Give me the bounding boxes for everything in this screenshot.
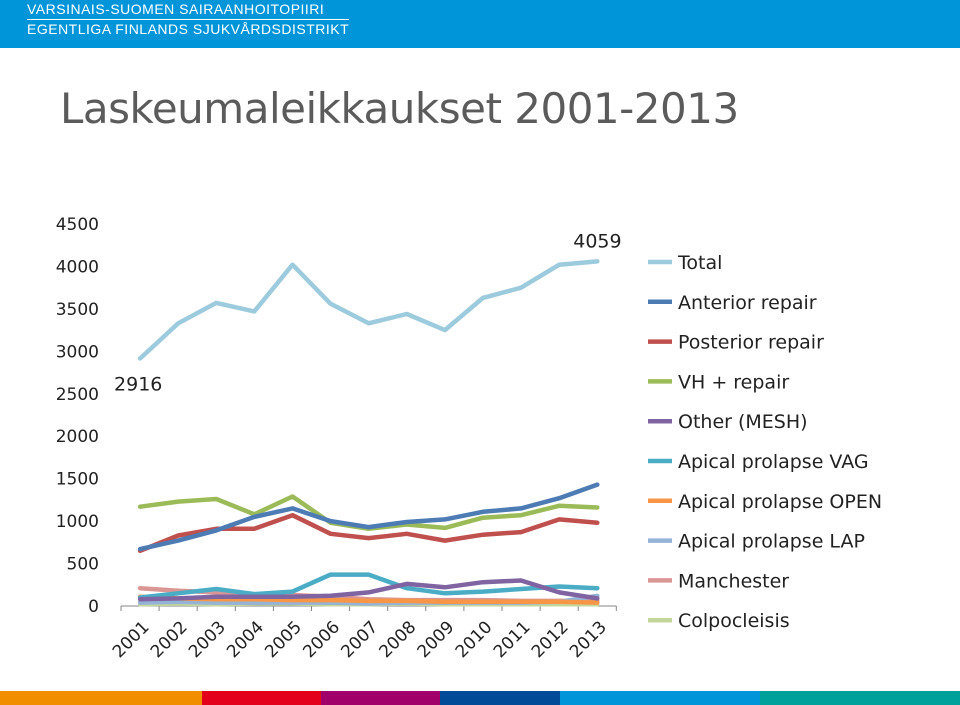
footer-segment xyxy=(321,691,440,705)
series-line xyxy=(137,482,600,552)
legend-label: VH + repair xyxy=(678,371,789,393)
line-chart: 0 500 1000 1500 2000 2500 3000 3500 4000 4500 2001… xyxy=(56,215,882,662)
legend-label: Anterior repair xyxy=(678,292,817,314)
series-line xyxy=(137,594,600,605)
legend-label: Total xyxy=(677,252,722,274)
series-line xyxy=(137,578,600,602)
y-tick-label: 2000 xyxy=(56,427,99,447)
org-name-swedish: EGENTLIGA FINLANDS SJUKVÅRDSDISTRIKT xyxy=(27,19,350,37)
footer-segment xyxy=(760,691,960,705)
legend-label: Other (MESH) xyxy=(678,411,808,433)
legend-label: Colpocleisis xyxy=(678,610,790,632)
x-tick-label: 2005 xyxy=(261,617,306,662)
series-line xyxy=(137,494,600,532)
legend-label: Apical prolapse OPEN xyxy=(678,491,882,513)
y-tick-label: 3500 xyxy=(56,300,99,320)
x-tick-label: 2008 xyxy=(376,617,421,662)
legend-label: Apical prolapse VAG xyxy=(678,451,869,473)
x-tick-label: 2012 xyxy=(528,617,573,662)
y-tick-label: 1500 xyxy=(56,470,99,490)
legend-label: Manchester xyxy=(678,570,789,592)
footer-segment xyxy=(440,691,560,705)
x-tick-label: 2003 xyxy=(185,617,230,662)
x-tick-label: 2013 xyxy=(566,617,611,662)
footer-color-bar xyxy=(0,691,960,705)
x-tick-label: 2002 xyxy=(147,617,192,662)
slide-title: Laskeumaleikkaukset 2001-2013 xyxy=(60,84,739,133)
x-tick-label: 2007 xyxy=(337,617,382,662)
y-tick-label: 4500 xyxy=(56,215,99,235)
header-bar: VARSINAIS-SUOMEN SAIRAANHOITOPIIRI EGENT… xyxy=(0,0,960,48)
x-tick-label: 2001 xyxy=(109,617,154,662)
footer-segment xyxy=(560,691,760,705)
y-tick-label: 0 xyxy=(88,597,99,617)
data-label: 2916 xyxy=(114,373,162,395)
chart-legend: Total Anterior repair Posterior repair VH +… xyxy=(648,252,882,632)
chart-series xyxy=(137,259,600,607)
y-tick-label: 4000 xyxy=(56,257,99,277)
x-tick-label: 2009 xyxy=(414,617,459,662)
x-tick-label: 2004 xyxy=(223,617,268,662)
y-tick-label: 500 xyxy=(67,555,99,575)
org-name-finnish: VARSINAIS-SUOMEN SAIRAANHOITOPIIRI xyxy=(27,1,325,17)
data-label: 4059 xyxy=(573,230,621,252)
legend-label: Posterior repair xyxy=(678,332,824,354)
x-tick-label: 2006 xyxy=(299,617,344,662)
footer-segment xyxy=(202,691,321,705)
y-tick-label: 1000 xyxy=(56,512,99,532)
footer-segment xyxy=(0,691,202,705)
x-tick-label: 2011 xyxy=(490,617,535,662)
chart-annotations: 2916 4059 xyxy=(114,230,622,395)
y-tick-label: 3000 xyxy=(56,342,99,362)
y-tick-label: 2500 xyxy=(56,385,99,405)
x-tick-label: 2010 xyxy=(452,617,497,662)
legend-label: Apical prolapse LAP xyxy=(678,531,865,553)
series-line xyxy=(137,259,600,361)
series-line xyxy=(137,572,600,600)
